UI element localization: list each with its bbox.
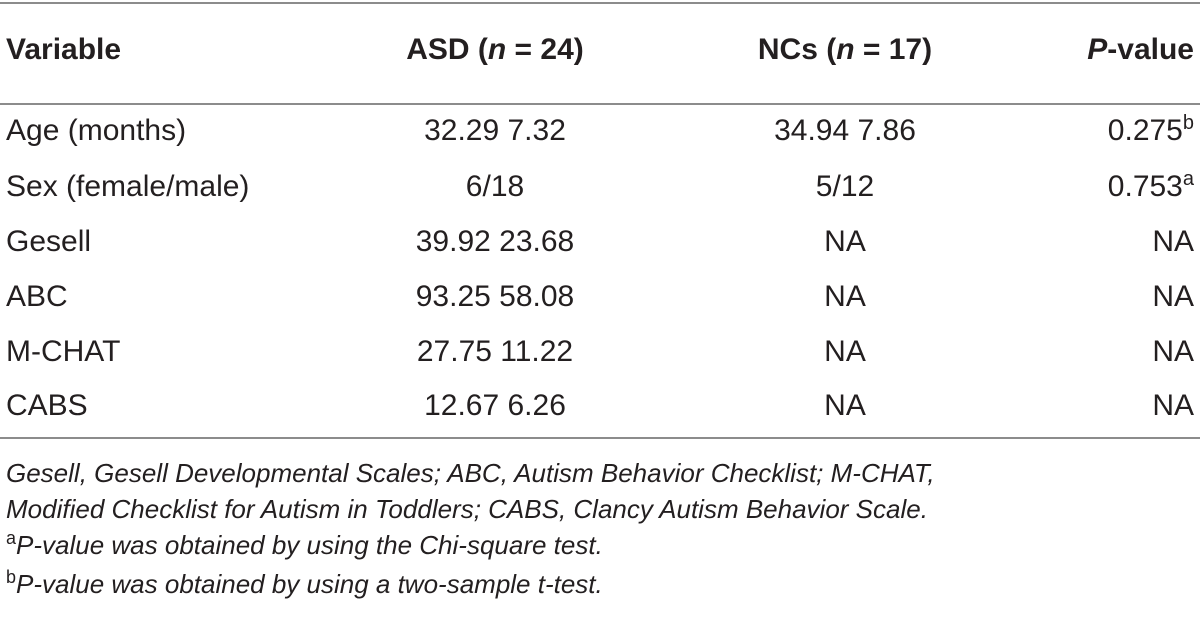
- cell-p-value: 0.275b: [1107, 112, 1194, 147]
- cell-asd: 27.75 11.22: [416, 335, 574, 368]
- footnote-b-marker: b: [6, 567, 17, 587]
- header-rule: [0, 103, 1200, 105]
- table-row: CABS 12.67 6.26 NA NA: [0, 378, 1200, 434]
- cell-asd: 12.67 6.26: [424, 389, 566, 422]
- footnote-a: aP-value was obtained by using the Chi-s…: [6, 528, 603, 560]
- header-ncs: NCs (n = 17): [757, 33, 933, 66]
- cell-variable: CABS: [6, 389, 88, 422]
- cell-variable: ABC: [6, 280, 68, 313]
- cell-asd: 39.92 23.68: [415, 225, 575, 258]
- cell-asd: 93.25 58.08: [415, 280, 575, 313]
- cell-variable: M-CHAT: [6, 335, 121, 368]
- cell-nc: 5/12: [815, 170, 875, 203]
- cell-nc: NA: [824, 225, 866, 258]
- cell-nc: NA: [824, 389, 866, 422]
- footnote-b: bP-value was obtained by using a two-sam…: [6, 567, 603, 599]
- cell-asd: 6/18: [465, 170, 525, 203]
- cell-variable: Sex (female/male): [6, 170, 250, 203]
- cell-p-value: NA: [1152, 280, 1194, 313]
- cell-nc: 34.94 7.86: [774, 114, 916, 147]
- header-variable: Variable: [6, 33, 122, 66]
- abbreviations-note-line-1: Gesell, Gesell Developmental Scales; ABC…: [6, 458, 935, 488]
- cell-asd: 32.29 7.32: [424, 114, 566, 147]
- cell-variable: Age (months): [6, 114, 187, 147]
- header-row: Variable ASD (n = 24) NCs (n = 17) P-val…: [0, 22, 1200, 78]
- header-p-value: P-value: [1087, 33, 1194, 66]
- table-row: Age (months) 32.29 7.32 34.94 7.86 0.275…: [0, 103, 1200, 159]
- cell-p-value: NA: [1152, 335, 1194, 368]
- cell-variable: Gesell: [6, 225, 92, 258]
- cell-p-value: NA: [1152, 389, 1194, 422]
- cell-p-value: 0.753a: [1107, 168, 1194, 203]
- bottom-rule: [0, 437, 1200, 439]
- footnote-marker: a: [1182, 168, 1194, 190]
- header-asd: ASD (n = 24): [406, 33, 584, 66]
- table-row: Sex (female/male) 6/18 5/12 0.753a: [0, 159, 1200, 215]
- table-row: ABC 93.25 58.08 NA NA: [0, 269, 1200, 325]
- abbreviations-note-line-2: Modified Checklist for Autism in Toddler…: [6, 494, 928, 524]
- top-rule: [0, 2, 1200, 4]
- cell-p-value: NA: [1152, 225, 1194, 258]
- cell-nc: NA: [824, 280, 866, 313]
- footnote-a-marker: a: [6, 528, 17, 548]
- footnote-marker: b: [1182, 112, 1194, 134]
- table-footnotes: Gesell, Gesell Developmental Scales; ABC…: [6, 455, 1196, 605]
- table-row: M-CHAT 27.75 11.22 NA NA: [0, 324, 1200, 380]
- table-row: Gesell 39.92 23.68 NA NA: [0, 214, 1200, 270]
- cell-nc: NA: [824, 335, 866, 368]
